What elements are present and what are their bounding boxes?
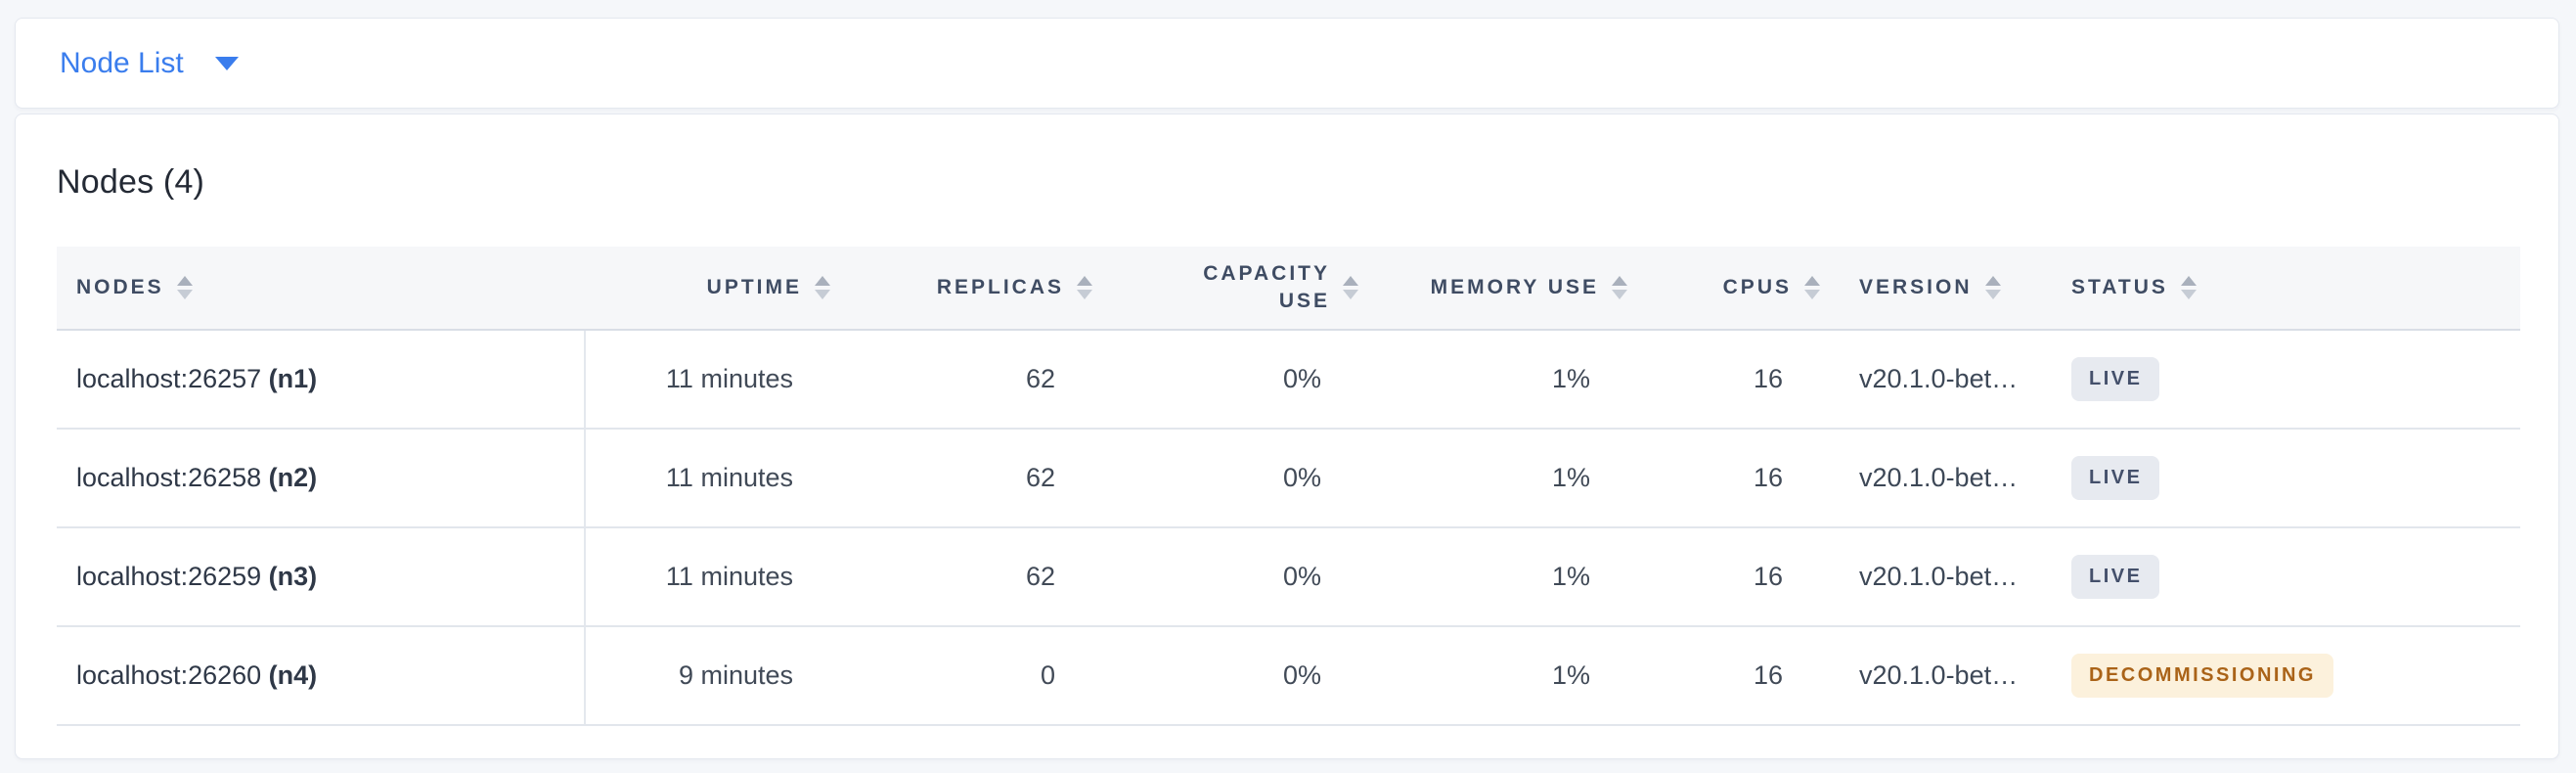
table-row: localhost:26259 (n3) 11 minutes 62 0% 1%…	[57, 527, 2520, 627]
column-header-capacity-use[interactable]: Capacity Use	[1112, 247, 1378, 331]
table-row: localhost:26258 (n2) 11 minutes 62 0% 1%…	[57, 429, 2520, 528]
replicas-cell: 0	[850, 626, 1112, 726]
node-address-cell: localhost:26260 (n4)	[57, 626, 586, 726]
view-selector-dropdown[interactable]: Node List	[60, 47, 239, 80]
version-cell: v20.1.0-bet…	[1840, 429, 2052, 528]
uptime-cell: 9 minutes	[585, 626, 850, 726]
column-header-uptime[interactable]: Uptime	[585, 247, 850, 331]
sort-arrows-icon	[1077, 276, 1092, 299]
status-badge: Live	[2071, 456, 2160, 500]
sort-arrows-icon	[176, 276, 193, 299]
capacity-use-cell: 0%	[1112, 527, 1378, 627]
status-badge: Live	[2071, 555, 2160, 599]
node-address-cell: localhost:26258 (n2)	[57, 429, 586, 528]
memory-use-cell: 1%	[1378, 527, 1647, 627]
capacity-use-cell: 0%	[1112, 429, 1378, 528]
capacity-use-cell: 0%	[1112, 626, 1378, 726]
status-badge: Decommissioning	[2071, 654, 2333, 698]
version-cell: v20.1.0-bet…	[1840, 527, 2052, 627]
column-header-nodes[interactable]: Nodes	[57, 247, 585, 331]
column-header-replicas[interactable]: Replicas	[850, 247, 1112, 331]
node-id: (n1)	[268, 364, 318, 393]
cpus-cell: 16	[1647, 330, 1840, 430]
nodes-table: Nodes Uptime Replicas	[57, 247, 2520, 726]
status-cell: Decommissioning	[2052, 626, 2520, 726]
memory-use-cell: 1%	[1378, 330, 1647, 430]
memory-use-cell: 1%	[1378, 429, 1647, 528]
caret-down-icon	[214, 56, 239, 70]
sort-arrows-icon	[1804, 276, 1820, 299]
uptime-cell: 11 minutes	[585, 429, 850, 528]
sort-arrows-icon	[2180, 276, 2197, 299]
status-cell: Live	[2052, 527, 2520, 627]
sort-arrows-icon	[1984, 276, 2001, 299]
table-row: localhost:26260 (n4) 9 minutes 0 0% 1% 1…	[57, 626, 2520, 726]
status-cell: Live	[2052, 330, 2520, 430]
uptime-cell: 11 minutes	[585, 527, 850, 627]
status-badge: Live	[2071, 357, 2160, 401]
cpus-cell: 16	[1647, 429, 1840, 528]
sort-arrows-icon	[1612, 276, 1627, 299]
cpus-cell: 16	[1647, 626, 1840, 726]
replicas-cell: 62	[850, 330, 1112, 430]
replicas-cell: 62	[850, 527, 1112, 627]
node-address-cell: localhost:26259 (n3)	[57, 527, 586, 627]
version-cell: v20.1.0-bet…	[1840, 330, 2052, 430]
memory-use-cell: 1%	[1378, 626, 1647, 726]
node-id: (n4)	[268, 660, 318, 690]
page-title: Nodes (4)	[57, 163, 205, 201]
nodes-overview-card: Nodes (4) Nodes Uptime	[15, 114, 2559, 759]
replicas-cell: 62	[850, 429, 1112, 528]
node-id: (n3)	[268, 562, 318, 591]
view-selector-label: Node List	[60, 46, 184, 79]
cpus-cell: 16	[1647, 527, 1840, 627]
column-header-cpus[interactable]: CPUs	[1647, 247, 1840, 331]
table-row: localhost:26257 (n1) 11 minutes 62 0% 1%…	[57, 330, 2520, 430]
status-cell: Live	[2052, 429, 2520, 528]
column-header-status[interactable]: Status	[2052, 247, 2520, 331]
sort-arrows-icon	[1343, 276, 1358, 299]
version-cell: v20.1.0-bet…	[1840, 626, 2052, 726]
column-header-memory-use[interactable]: Memory Use	[1378, 247, 1647, 331]
node-id: (n2)	[268, 463, 318, 492]
column-header-version[interactable]: Version	[1840, 247, 2052, 331]
node-address-cell: localhost:26257 (n1)	[57, 330, 586, 430]
view-selector-card: Node List	[15, 18, 2559, 109]
uptime-cell: 11 minutes	[585, 330, 850, 430]
table-header-row: Nodes Uptime Replicas	[57, 247, 2520, 331]
sort-arrows-icon	[815, 276, 830, 299]
capacity-use-cell: 0%	[1112, 330, 1378, 430]
